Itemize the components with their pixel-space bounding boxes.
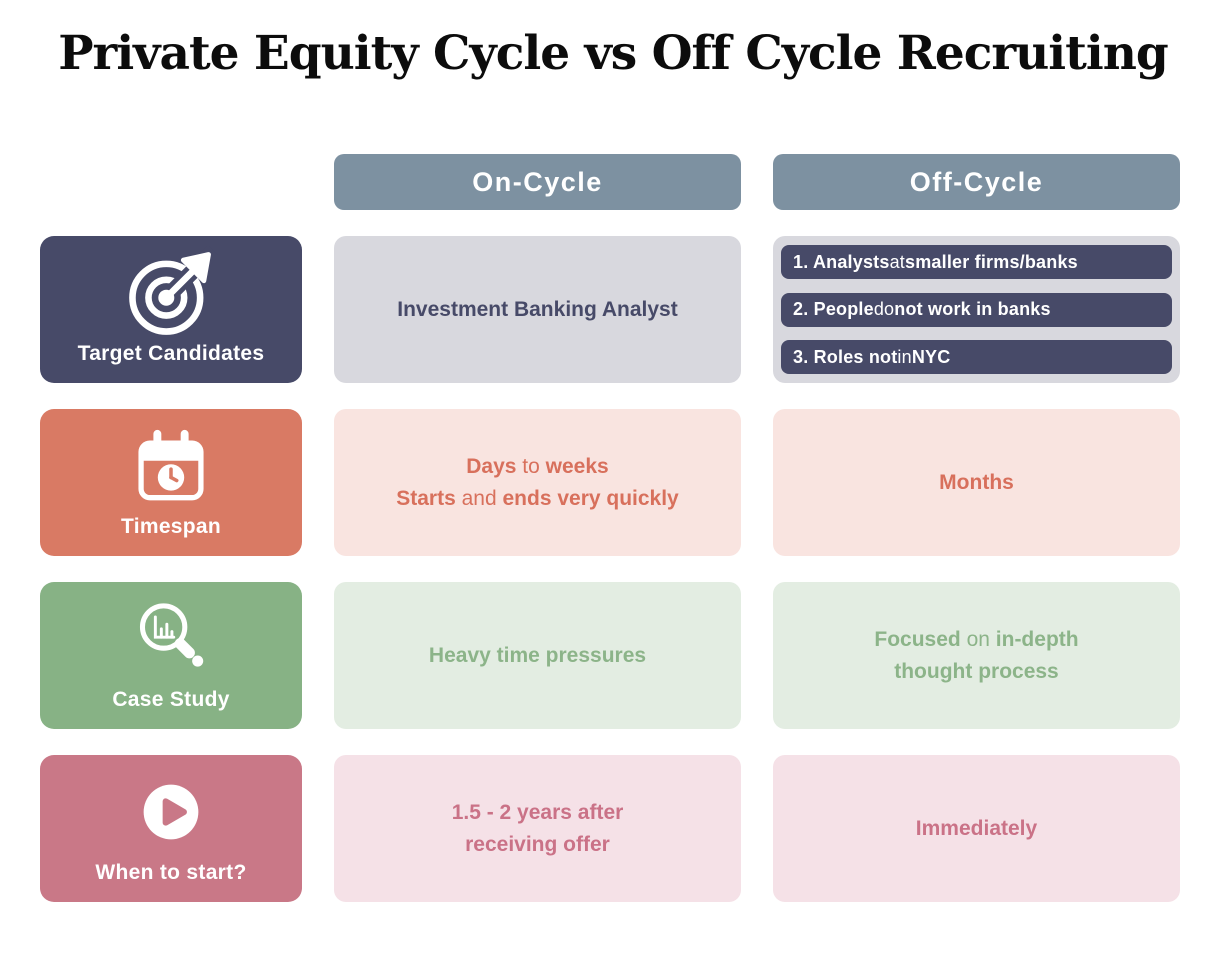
text-segment: on [960,628,996,652]
off-cycle-case-study-cell: Focused on in-depth thought process [773,582,1180,730]
text-segment: Immediately [915,817,1038,841]
off-cycle-timespan-cell: Months [773,409,1180,557]
text-segment: Focused [874,628,961,652]
on-cycle-timespan-cell: Days to weeks Starts and ends very quickl… [334,409,741,557]
text-segment: at [889,251,905,272]
timespan-card: Timespan [40,409,302,557]
off-cycle-when-to-start-cell: Immediately [773,755,1180,903]
calendar-clock-icon [127,409,215,515]
play-icon [133,755,209,861]
text-segment: do [873,299,895,320]
text-segment: smaller firms/banks [905,251,1078,272]
cell-text: Months [939,467,1014,499]
off-cycle-pill: 1. Analysts at smaller firms/banks [781,245,1172,280]
off-cycle-target-candidates-cell: 1. Analysts at smaller firms/banks 2. Peo… [773,236,1180,384]
text-segment: NYC [911,346,951,367]
cell-text: Focused on in-depth thought process [874,624,1078,687]
page-title: Private Equity Cycle vs Off Cycle Recrui… [58,26,1169,81]
text-segment: and [455,486,503,510]
card-label: When to start? [95,861,247,885]
text-segment: weeks [545,455,609,479]
cell-text: Investment Banking Analyst [397,294,677,326]
card-label: Case Study [112,688,230,712]
text-segment: in [897,346,912,367]
cell-text: Heavy time pressures [429,640,646,672]
text-segment: 3. Roles not [793,346,898,367]
cell-text: Immediately [916,813,1037,845]
text-segment: in-depth [995,628,1079,652]
off-cycle-pill: 3. Roles not in NYC [781,340,1172,375]
on-cycle-when-to-start-cell: 1.5 - 2 years after receiving offer [334,755,741,903]
text-segment: not work in banks [894,299,1051,320]
cell-text: 1.5 - 2 years after receiving offer [452,797,624,860]
text-segment: Heavy time pressures [428,644,647,668]
on-cycle-target-candidates-cell: Investment Banking Analyst [334,236,741,384]
cell-text: Days to weeks Starts and ends very quickl… [396,451,679,514]
header-spacer [40,154,302,210]
card-label: Timespan [120,515,222,539]
comparison-table: On-Cycle Off-Cycle Target Candidates Inv… [40,154,1180,903]
off-cycle-pill: 2. People do not work in banks [781,292,1172,327]
text-segment: ends very quickly [502,486,679,510]
target-candidates-card: Target Candidates [40,236,302,384]
text-segment: 1.5 - 2 years after [451,801,624,825]
text-segment: Investment Banking Analyst [397,298,678,322]
text-segment: to [516,455,546,479]
magnifier-chart-icon [125,582,217,688]
text-segment: thought process [894,659,1059,683]
on-cycle-case-study-cell: Heavy time pressures [334,582,741,730]
text-segment: Starts [396,486,456,510]
text-segment: receiving offer [465,832,610,856]
text-segment: 2. People [793,299,874,320]
text-segment: 1. Analysts [793,251,890,272]
column-header-off-cycle: Off-Cycle [773,154,1180,211]
target-icon [124,236,218,342]
column-header-on-cycle: On-Cycle [334,154,741,211]
text-segment: Months [939,471,1014,495]
card-label: Target Candidates [77,342,265,366]
case-study-card: Case Study [40,582,302,730]
text-segment: Days [466,455,517,479]
when-to-start-card: When to start? [40,755,302,903]
